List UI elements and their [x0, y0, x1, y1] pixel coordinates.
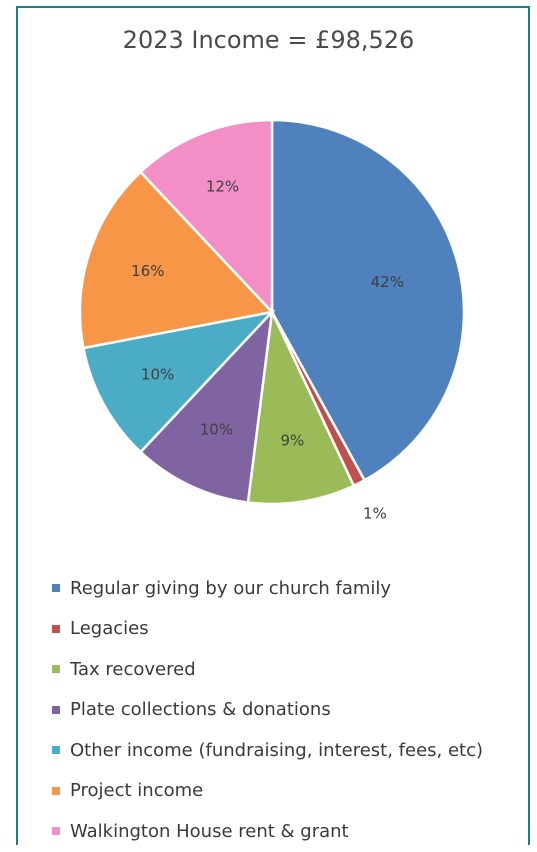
legend-label: Tax recovered	[70, 658, 196, 680]
pie-slice	[246, 307, 356, 506]
legend-swatch	[52, 705, 60, 714]
legend-label: Legacies	[70, 618, 149, 640]
legend-item: Project income	[52, 771, 522, 812]
legend-item: Regular giving by our church family	[52, 568, 522, 609]
legend-swatch	[52, 746, 60, 755]
legend-swatch	[52, 827, 60, 836]
slice-data-label: 16%	[131, 262, 164, 280]
pie-slice	[78, 170, 275, 350]
legend-label: Walkington House rent & grant	[70, 820, 349, 842]
legend-swatch	[52, 665, 60, 674]
legend-item: Tax recovered	[52, 649, 522, 690]
pie-slice	[270, 118, 466, 482]
slice-data-label: 10%	[200, 421, 233, 439]
legend-item: Walkington House rent & grant	[52, 811, 522, 852]
slice-data-label: 42%	[371, 273, 404, 291]
legend-label: Project income	[70, 780, 204, 802]
legend-swatch	[52, 584, 60, 593]
pie-slices	[78, 118, 466, 506]
legend: Regular giving by our church family Lega…	[52, 568, 522, 852]
legend-item: Plate collections & donations	[52, 690, 522, 731]
pie-slice	[81, 310, 276, 454]
slice-data-label: 12%	[206, 178, 239, 196]
legend-label: Other income (fundraising, interest, fee…	[70, 739, 484, 761]
slice-data-label: 10%	[141, 365, 174, 383]
pie-data-labels: 42% 1% 9% 10% 10% 16% 12%	[131, 178, 404, 523]
legend-label: Plate collections & donations	[70, 699, 331, 721]
legend-swatch	[52, 624, 60, 633]
legend-label: Regular giving by our church family	[70, 577, 392, 599]
legend-swatch	[52, 786, 60, 795]
legend-item: Legacies	[52, 609, 522, 650]
slice-data-label: 1%	[363, 504, 387, 522]
legend-item: Other income (fundraising, interest, fee…	[52, 730, 522, 771]
slice-data-label: 9%	[281, 431, 305, 449]
chart-title: 2023 Income = £98,526	[122, 26, 415, 54]
pie-slice	[138, 308, 274, 504]
pie-slice	[138, 118, 274, 316]
